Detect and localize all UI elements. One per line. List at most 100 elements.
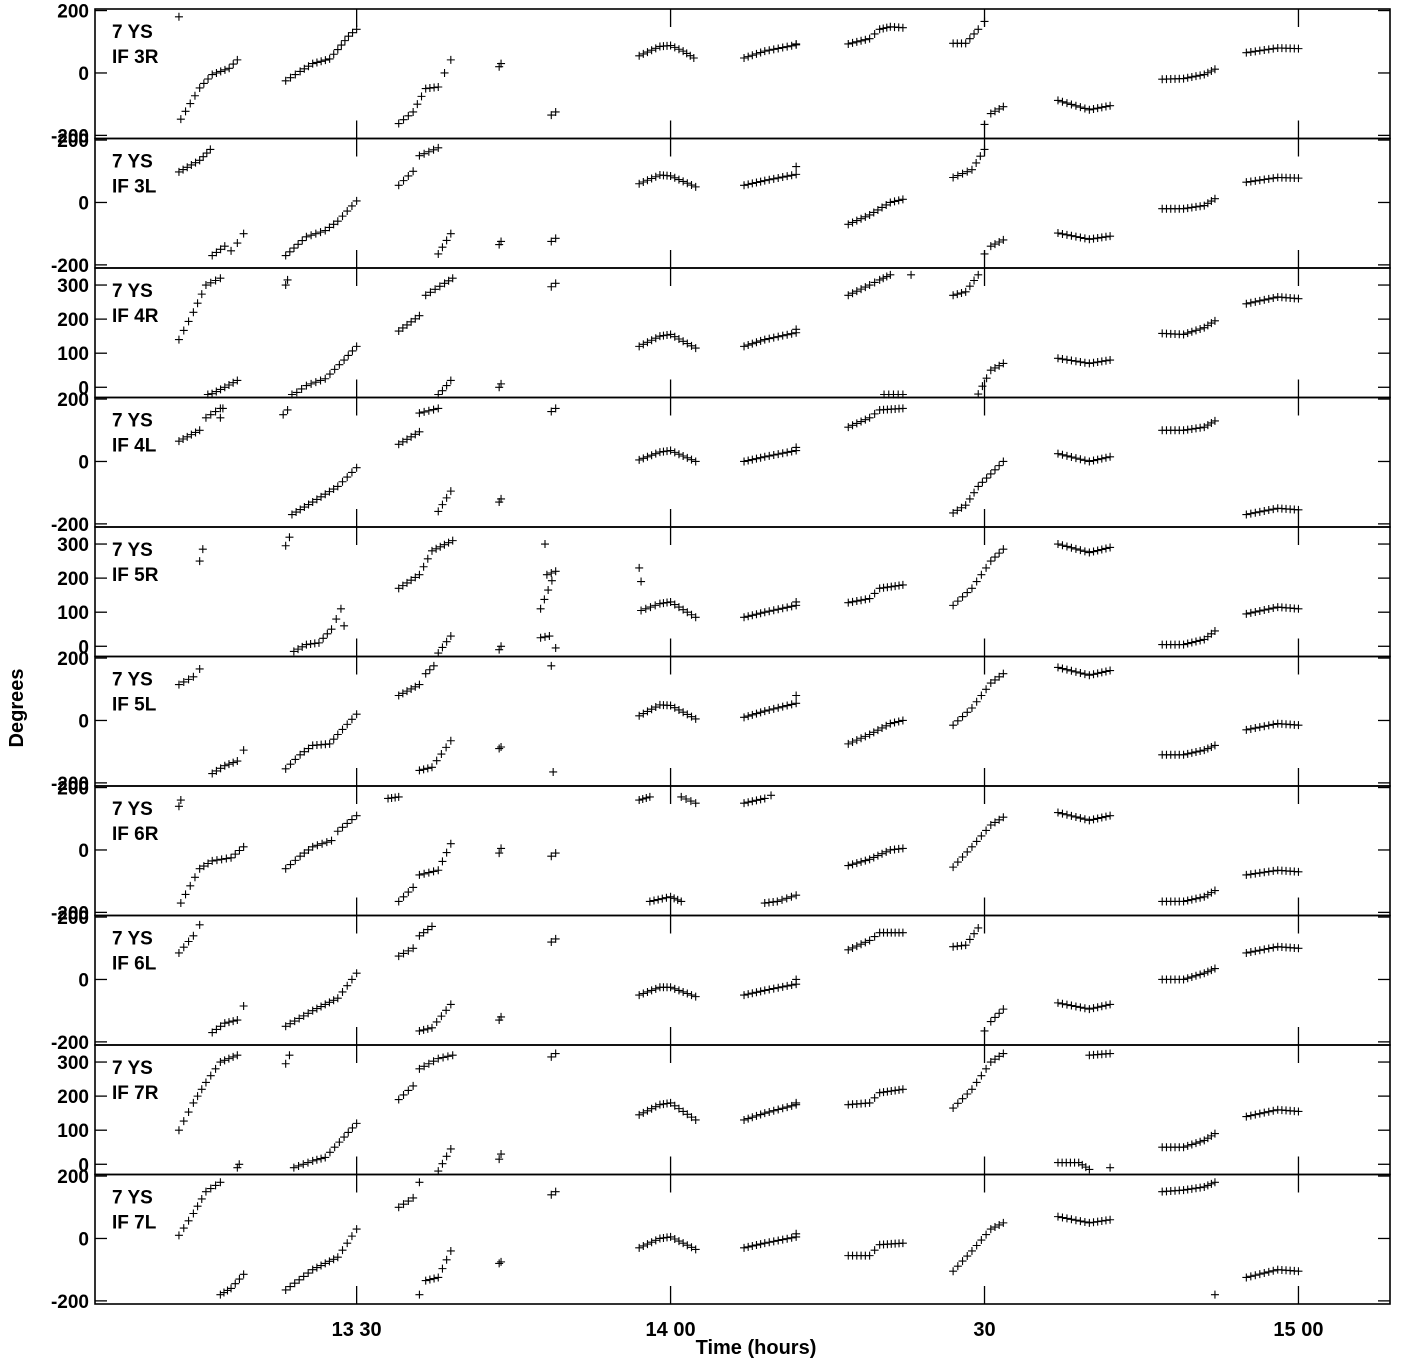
data-point xyxy=(679,987,688,996)
data-point xyxy=(882,23,891,32)
data-point xyxy=(551,934,560,943)
data-point xyxy=(352,1119,361,1128)
data-point xyxy=(285,247,294,256)
data-point xyxy=(399,892,408,901)
data-point xyxy=(179,943,188,952)
data-point xyxy=(193,1202,202,1211)
data-point xyxy=(189,308,198,317)
data-point xyxy=(415,570,424,579)
data-point xyxy=(398,581,407,590)
data-point xyxy=(216,385,225,394)
data-point xyxy=(308,59,317,68)
panel-source-label: 7 YS xyxy=(112,1188,153,1209)
data-point xyxy=(1251,724,1260,733)
data-point xyxy=(281,864,290,873)
data-point xyxy=(220,1019,229,1028)
data-point xyxy=(544,586,553,595)
data-point xyxy=(683,179,692,188)
data-point xyxy=(1106,1049,1115,1058)
data-point xyxy=(438,857,447,866)
x-tick-label: 15 00 xyxy=(1273,1319,1323,1341)
data-point xyxy=(1210,416,1219,425)
data-point xyxy=(861,732,870,741)
data-point xyxy=(958,852,967,861)
x-tick-label: 14 00 xyxy=(646,1319,696,1341)
data-point xyxy=(875,25,884,34)
data-point xyxy=(438,1264,447,1273)
data-point xyxy=(195,664,204,673)
data-point xyxy=(1089,815,1098,824)
data-point xyxy=(197,1194,206,1203)
data-point xyxy=(670,173,679,182)
data-point xyxy=(659,599,668,608)
data-point xyxy=(639,49,648,58)
data-point xyxy=(1251,47,1260,56)
data-point xyxy=(848,421,857,430)
data-point xyxy=(1085,105,1094,114)
data-point xyxy=(399,1200,408,1209)
data-point xyxy=(679,605,688,614)
data-point xyxy=(1076,668,1085,677)
data-point xyxy=(679,1239,688,1248)
data-point xyxy=(239,842,248,851)
data-point xyxy=(419,1025,428,1034)
data-point xyxy=(663,1099,672,1108)
data-point xyxy=(844,291,853,300)
data-point xyxy=(329,1255,338,1264)
data-point xyxy=(1076,103,1085,112)
data-point xyxy=(399,115,408,124)
data-point xyxy=(990,240,999,249)
data-point xyxy=(438,643,447,652)
data-point xyxy=(1187,72,1196,81)
data-point xyxy=(778,982,787,991)
data-point xyxy=(1183,425,1192,434)
data-point xyxy=(174,1126,183,1135)
data-point xyxy=(312,58,321,67)
data-point xyxy=(1210,316,1219,325)
data-point xyxy=(778,604,787,613)
panel-if-label: IF 7L xyxy=(112,1213,157,1234)
data-point xyxy=(1264,174,1273,183)
data-point xyxy=(233,1016,242,1025)
data-point xyxy=(967,1246,976,1255)
data-point xyxy=(547,282,556,291)
data-point xyxy=(879,274,888,283)
data-point xyxy=(683,989,692,998)
data-point xyxy=(752,796,761,805)
data-point xyxy=(174,680,183,689)
data-point xyxy=(1251,1271,1260,1280)
data-point xyxy=(679,708,688,717)
data-point xyxy=(977,831,986,840)
data-point xyxy=(1260,722,1269,731)
data-point xyxy=(394,897,403,906)
data-point xyxy=(421,291,430,300)
data-point xyxy=(233,376,242,385)
data-point xyxy=(340,356,349,365)
data-point xyxy=(894,196,903,205)
data-point xyxy=(415,680,424,689)
data-point xyxy=(545,632,554,641)
data-point xyxy=(1067,453,1076,462)
data-point xyxy=(740,457,749,466)
data-point xyxy=(1053,354,1062,363)
data-point xyxy=(963,847,972,856)
data-point xyxy=(792,1098,801,1107)
data-point xyxy=(643,48,652,57)
data-point xyxy=(875,584,884,593)
data-point xyxy=(760,47,769,56)
data-point xyxy=(687,341,696,350)
data-point xyxy=(413,100,422,109)
data-point xyxy=(190,91,199,100)
data-point xyxy=(1242,948,1251,957)
data-point xyxy=(195,156,204,165)
data-point xyxy=(1210,741,1219,750)
data-point xyxy=(659,1100,668,1109)
data-point xyxy=(333,730,342,739)
data-point xyxy=(670,894,679,903)
data-point xyxy=(551,1187,560,1196)
data-point xyxy=(898,404,907,413)
data-point xyxy=(999,813,1008,822)
data-point xyxy=(174,335,183,344)
data-point xyxy=(497,1012,506,1021)
data-point xyxy=(1183,204,1192,213)
